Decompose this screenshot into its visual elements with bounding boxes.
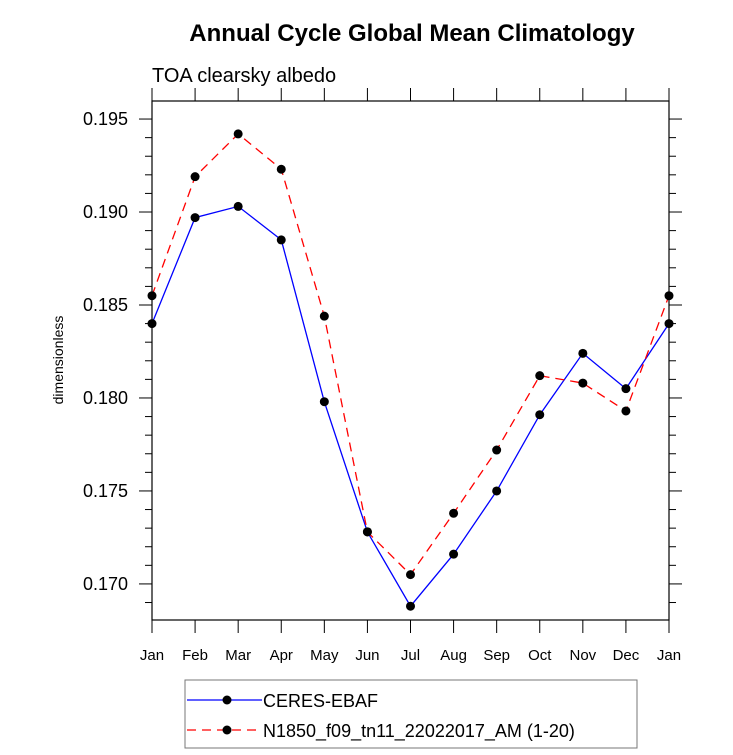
legend-marker-model [222, 725, 232, 735]
chart-title: Annual Cycle Global Mean Climatology [189, 20, 635, 47]
data-point-series-1 [147, 291, 157, 301]
x-tick-label: Oct [528, 647, 552, 664]
series-line-0 [151, 205, 670, 608]
x-axis-ticks: Jan Feb Mar Apr May Jun Jul Aug Sep Oct Nov Dec Jan [140, 88, 681, 664]
x-tick-label: Dec [613, 647, 640, 664]
x-tick-label: Jul [401, 647, 420, 664]
x-tick-label: Jan [657, 647, 681, 664]
data-point-series-0 [319, 397, 329, 407]
y-tick-label: 0.195 [83, 109, 128, 129]
data-point-series-1 [492, 445, 502, 455]
data-point-series-0 [406, 601, 415, 611]
x-tick-label: May [310, 647, 339, 664]
data-point-series-1 [233, 129, 243, 139]
data-point-series-1 [276, 164, 286, 174]
y-tick-label: 0.190 [83, 202, 128, 222]
data-point-series-1 [406, 570, 415, 580]
data-point-series-1 [449, 508, 459, 518]
data-point-series-1 [535, 371, 545, 381]
data-point-series-0 [621, 384, 631, 394]
legend-label-ceres: CERES-EBAF [263, 691, 378, 711]
data-point-series-0 [233, 201, 243, 211]
data-point-series-1 [190, 172, 200, 182]
legend: CERES-EBAF N1850_f09_tn11_22022017_AM (1… [184, 679, 638, 749]
x-tick-label: Feb [182, 647, 208, 664]
series-line-1 [151, 133, 670, 576]
x-tick-label: Sep [483, 647, 510, 664]
data-point-series-1 [362, 527, 372, 537]
x-tick-label: Mar [225, 647, 251, 664]
legend-label-model: N1850_f09_tn11_22022017_AM (1-20) [263, 721, 575, 742]
data-point-series-0 [190, 213, 200, 223]
legend-box [184, 679, 638, 749]
data-point-series-1 [319, 311, 329, 321]
data-point-series-0 [664, 319, 674, 329]
y-axis-ticks: 0.170 0.175 0.180 0.185 0.190 0.195 [83, 109, 682, 604]
data-point-series-0 [492, 486, 502, 496]
y-tick-label: 0.170 [83, 574, 128, 594]
x-tick-label: Jun [355, 647, 379, 664]
data-point-series-0 [276, 235, 286, 245]
data-point-series-0 [535, 410, 545, 420]
series-layer [147, 129, 674, 611]
data-point-series-0 [449, 549, 459, 559]
legend-marker-ceres [222, 695, 232, 705]
x-tick-label: Apr [270, 647, 293, 664]
chart-subtitle: TOA clearsky albedo [152, 65, 336, 87]
y-tick-label: 0.175 [83, 481, 128, 501]
data-point-series-1 [621, 406, 631, 416]
x-tick-label: Jan [140, 647, 164, 664]
y-tick-label: 0.185 [83, 295, 128, 315]
x-tick-label: Nov [569, 647, 596, 664]
data-point-series-0 [578, 348, 588, 358]
x-tick-label: Aug [440, 647, 467, 664]
data-point-series-0 [147, 319, 157, 329]
data-point-series-1 [664, 291, 674, 301]
y-axis-label: dimensionless [50, 316, 66, 405]
data-point-series-1 [578, 378, 588, 388]
y-tick-label: 0.180 [83, 388, 128, 408]
